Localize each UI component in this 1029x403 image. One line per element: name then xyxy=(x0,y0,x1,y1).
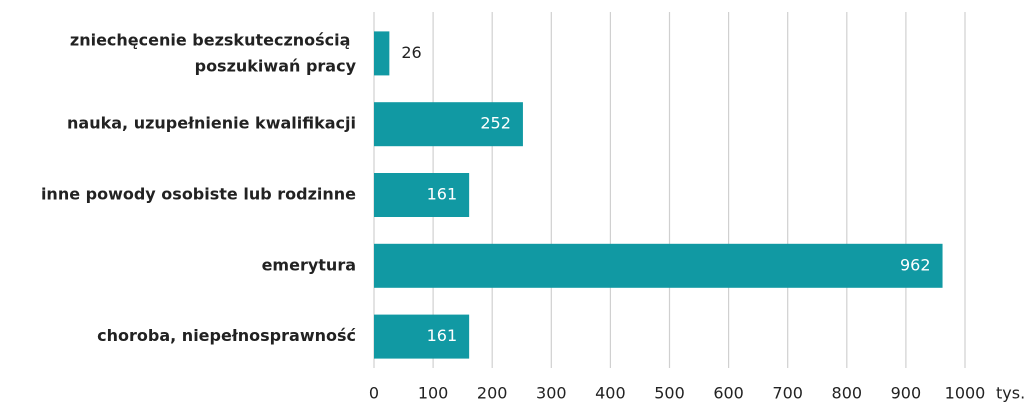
value-label: 161 xyxy=(427,185,458,204)
x-tick-label: 700 xyxy=(772,384,803,403)
bar xyxy=(374,243,943,288)
bar xyxy=(374,314,470,359)
bar xyxy=(374,173,470,217)
value-label: 26 xyxy=(401,43,421,62)
x-tick-label: 0 xyxy=(369,384,379,403)
bar xyxy=(374,102,523,147)
bar xyxy=(374,31,390,76)
x-tick-label: 200 xyxy=(477,384,508,403)
x-tick-label: 100 xyxy=(418,384,449,403)
category-label: inne powody osobiste lub rodzinne xyxy=(41,185,356,204)
x-tick-label: 1000 xyxy=(945,384,986,403)
value-label: 161 xyxy=(427,326,458,345)
x-tick-label: 300 xyxy=(536,384,567,403)
value-label: 252 xyxy=(480,114,511,133)
x-tick-label: 600 xyxy=(713,384,744,403)
x-axis-label: tys. xyxy=(996,384,1025,403)
x-tick-label: 900 xyxy=(891,384,922,403)
value-label: 962 xyxy=(900,255,931,274)
x-tick-label: 400 xyxy=(595,384,626,403)
category-label: emerytura xyxy=(262,255,356,274)
category-label: zniechęcenie bezskutecznością poszukiwań… xyxy=(70,30,357,75)
category-label: nauka, uzupełnienie kwalifikacji xyxy=(67,114,356,133)
x-tick-label: 800 xyxy=(832,384,863,403)
category-label: choroba, niepełnosprawność xyxy=(97,326,356,345)
x-tick-label: 500 xyxy=(654,384,685,403)
